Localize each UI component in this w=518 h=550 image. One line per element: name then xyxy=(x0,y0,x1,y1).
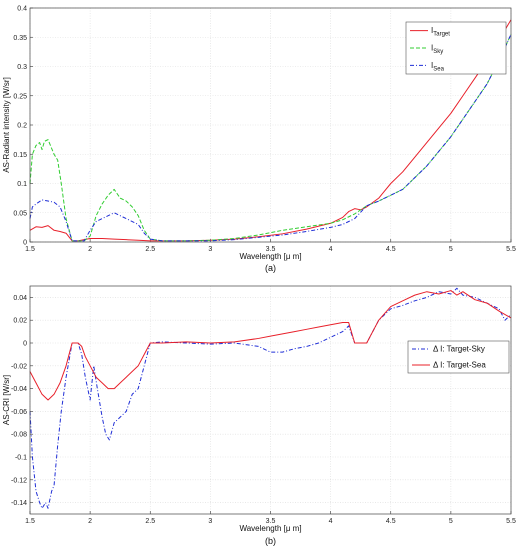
axes-frame xyxy=(29,7,512,243)
x-tick-label: 2 xyxy=(88,246,92,253)
y-axis-label: AS-CRI [W/sr] xyxy=(2,375,11,425)
chart-a: 1.5 2 2.5 3 3.5 4 4.5 5 5.5 0 0.05 0.1 0.15 0.2 0.25 0.… xyxy=(2,6,516,274)
series-line-sea xyxy=(29,34,512,242)
x-tick-label: 3 xyxy=(208,518,212,525)
x-tick-label: 5 xyxy=(449,518,453,525)
y-tick-label: -0.14 xyxy=(11,500,27,507)
x-axis-label: Wavelength [μ m] xyxy=(239,524,301,533)
y-tick-label: 0.25 xyxy=(13,93,27,100)
y-tick-label: -0.02 xyxy=(11,363,27,370)
chart-caption: (b) xyxy=(265,536,276,546)
y-tick-label: 0.02 xyxy=(13,318,27,325)
x-tick-label: 1.5 xyxy=(25,518,35,525)
x-tick-label: 2.5 xyxy=(145,518,155,525)
x-tick-label: 4.5 xyxy=(386,246,396,253)
y-tick-label: -0.04 xyxy=(11,386,27,393)
legend-label: ISky xyxy=(431,44,443,56)
x-tick-label: 4 xyxy=(329,518,333,525)
y-tick-label: 0.15 xyxy=(13,152,27,159)
legend-label: Δ I: Target-Sea xyxy=(433,361,486,370)
y-tick-label: 0.2 xyxy=(17,123,27,130)
x-tick-label: 3.5 xyxy=(266,246,276,253)
x-tick-label: 3 xyxy=(208,246,212,253)
axes-frame xyxy=(29,285,512,515)
x-tick-label: 2.5 xyxy=(145,246,155,253)
x-tick-label: 5.5 xyxy=(506,518,516,525)
y-tick-label: 0.4 xyxy=(17,6,27,13)
legend-label: ITarget xyxy=(431,26,450,38)
y-tick-label: -0.1 xyxy=(15,455,27,462)
legend: Δ I: Target-Sky Δ I: Target-Sea xyxy=(407,340,510,374)
x-tick-label: 2 xyxy=(88,518,92,525)
x-tick-label: 5.5 xyxy=(506,246,516,253)
chart-b: 1.5 2 2.5 3 3.5 4 4.5 5 5.5 -0.14 -0.12 -0.1 -0.08 -0… xyxy=(2,285,516,546)
legend-label: Δ I: Target-Sky xyxy=(433,345,485,354)
series-line-i-target-sky xyxy=(29,287,512,509)
legend-box xyxy=(407,340,510,374)
x-tick-label: 4 xyxy=(329,246,333,253)
x-tick-label: 4.5 xyxy=(386,518,396,525)
legend-label: ISea xyxy=(431,61,445,73)
y-tick-label: 0.3 xyxy=(17,64,27,71)
y-tick-label: 0.05 xyxy=(13,210,27,217)
y-tick-label: -0.12 xyxy=(11,477,27,484)
x-axis-label: Wavelength [μ m] xyxy=(239,252,301,261)
x-tick-label: 1.5 xyxy=(25,246,35,253)
y-axis-label: AS-Radiant intensity [W/sr] xyxy=(2,77,11,173)
chart-caption: (a) xyxy=(265,263,276,273)
y-tick-label: -0.08 xyxy=(11,432,27,439)
y-tick-label: -0.06 xyxy=(11,409,27,416)
y-tick-label: 0 xyxy=(23,240,27,247)
series-line-i-target-sea xyxy=(29,290,512,401)
x-tick-label: 3.5 xyxy=(266,518,276,525)
y-tick-label: 0 xyxy=(23,341,27,348)
legend-box xyxy=(405,21,507,75)
series-line-sky xyxy=(29,34,512,242)
x-tick-label: 5 xyxy=(449,246,453,253)
y-tick-label: 0.35 xyxy=(13,35,27,42)
legend: ITarget ISky ISea xyxy=(405,21,507,75)
series-line-target xyxy=(29,19,512,242)
y-tick-label: 0.1 xyxy=(17,181,27,188)
y-tick-label: 0.04 xyxy=(13,295,27,302)
